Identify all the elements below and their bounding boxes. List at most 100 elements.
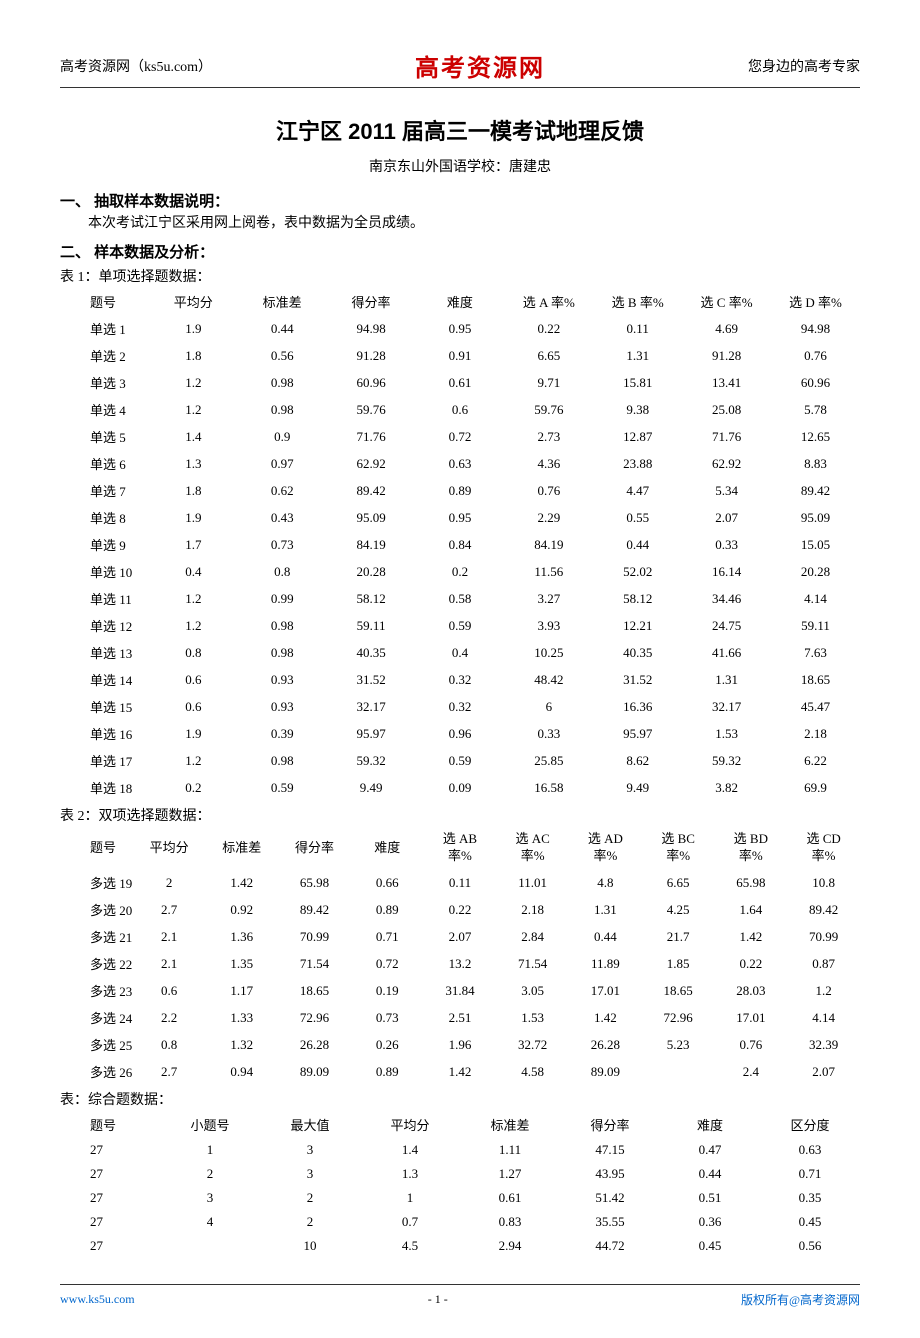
- cell: 0.39: [238, 720, 327, 747]
- cell: 2.07: [682, 504, 771, 531]
- cell: 11.56: [504, 558, 593, 585]
- col-header: 平均分: [133, 827, 206, 869]
- cell: 0.72: [351, 950, 424, 977]
- cell: 0.98: [238, 396, 327, 423]
- cell: 2.51: [424, 1004, 497, 1031]
- cell: 27: [60, 1138, 160, 1162]
- cell: 0.58: [416, 585, 505, 612]
- cell: 0.71: [351, 923, 424, 950]
- cell: 2.18: [496, 896, 569, 923]
- cell: 84.19: [504, 531, 593, 558]
- cell: 0.22: [714, 950, 787, 977]
- cell: 0.98: [238, 747, 327, 774]
- table-row: 27420.70.8335.550.360.45: [60, 1210, 860, 1234]
- cell: 3.05: [496, 977, 569, 1004]
- cell: 1.85: [642, 950, 715, 977]
- cell: 2: [160, 1162, 260, 1186]
- cell: 52.02: [593, 558, 682, 585]
- cell: 单选 12: [60, 612, 149, 639]
- cell: 1.4: [360, 1138, 460, 1162]
- cell: 71.54: [496, 950, 569, 977]
- table-row: 单选 121.20.9859.110.593.9312.2124.7559.11: [60, 612, 860, 639]
- cell: 27: [60, 1234, 160, 1258]
- table-row: 单选 180.20.599.490.0916.589.493.8269.9: [60, 774, 860, 801]
- cell: 89.09: [569, 1058, 642, 1085]
- table-row: 多选 212.11.3670.990.712.072.840.4421.71.4…: [60, 923, 860, 950]
- table-row: 单选 130.80.9840.350.410.2540.3541.667.63: [60, 639, 860, 666]
- cell: 84.19: [327, 531, 416, 558]
- cell: 2.1: [133, 923, 206, 950]
- table-row: 单选 11.90.4494.980.950.220.114.6994.98: [60, 315, 860, 342]
- document-subtitle: 南京东山外国语学校：唐建忠: [60, 156, 860, 176]
- cell: 1.96: [424, 1031, 497, 1058]
- table-row: 273210.6151.420.510.35: [60, 1186, 860, 1210]
- col-header: 选 AB率%: [424, 827, 497, 869]
- table-comprehensive: 题号小题号最大值平均分标准差得分率难度区分度 27131.41.1147.150…: [60, 1111, 860, 1258]
- cell: 3.93: [504, 612, 593, 639]
- col-header: 平均分: [360, 1111, 460, 1138]
- cell: 2.07: [787, 1058, 860, 1085]
- col-header: 得分率: [327, 288, 416, 315]
- col-header: 选 CD率%: [787, 827, 860, 869]
- cell: 71.76: [327, 423, 416, 450]
- cell: 0.8: [149, 639, 238, 666]
- col-header: 平均分: [149, 288, 238, 315]
- cell: 0.33: [682, 531, 771, 558]
- cell: 0.44: [238, 315, 327, 342]
- cell: 3: [260, 1138, 360, 1162]
- col-header: 选 AC率%: [496, 827, 569, 869]
- cell: 60.96: [327, 369, 416, 396]
- cell: 15.81: [593, 369, 682, 396]
- table-row: 单选 91.70.7384.190.8484.190.440.3315.05: [60, 531, 860, 558]
- cell: 0.51: [660, 1186, 760, 1210]
- cell: 1.42: [714, 923, 787, 950]
- table-row: 27231.31.2743.950.440.71: [60, 1162, 860, 1186]
- cell: 89.42: [278, 896, 351, 923]
- cell: 4.14: [771, 585, 860, 612]
- cell: 0.8: [133, 1031, 206, 1058]
- cell: 5.78: [771, 396, 860, 423]
- cell: 0.44: [660, 1162, 760, 1186]
- cell: 单选 16: [60, 720, 149, 747]
- cell: 0.26: [351, 1031, 424, 1058]
- cell: 27: [60, 1162, 160, 1186]
- table-row: 单选 41.20.9859.760.659.769.3825.085.78: [60, 396, 860, 423]
- cell: 0.11: [424, 869, 497, 896]
- cell: 0.83: [460, 1210, 560, 1234]
- cell: 95.97: [593, 720, 682, 747]
- table-row: 多选 250.81.3226.280.261.9632.7226.285.230…: [60, 1031, 860, 1058]
- cell: 1.3: [360, 1162, 460, 1186]
- table-row: 多选 262.70.9489.090.891.424.5889.092.42.0…: [60, 1058, 860, 1085]
- cell: 18.65: [642, 977, 715, 1004]
- cell: 0.35: [760, 1186, 860, 1210]
- table-row: 单选 161.90.3995.970.960.3395.971.532.18: [60, 720, 860, 747]
- cell: 1.36: [205, 923, 278, 950]
- cell: 1.7: [149, 531, 238, 558]
- col-header: 区分度: [760, 1111, 860, 1138]
- cell: 0.87: [787, 950, 860, 977]
- section-2-heading: 二、 样本数据及分析：: [60, 241, 860, 262]
- cell: 69.9: [771, 774, 860, 801]
- cell: 0.98: [238, 369, 327, 396]
- cell: 2.18: [771, 720, 860, 747]
- col-header: 选 B 率%: [593, 288, 682, 315]
- cell: 3: [160, 1186, 260, 1210]
- cell: 0.61: [416, 369, 505, 396]
- table-row: 多选 230.61.1718.650.1931.843.0517.0118.65…: [60, 977, 860, 1004]
- cell: 89.42: [787, 896, 860, 923]
- section-1-text: 本次考试江宁区采用网上阅卷，表中数据为全员成绩。: [88, 213, 860, 235]
- cell: 2: [260, 1186, 360, 1210]
- col-header: 选 AD率%: [569, 827, 642, 869]
- cell: 2.94: [460, 1234, 560, 1258]
- cell: 72.96: [642, 1004, 715, 1031]
- col-header: 小题号: [160, 1111, 260, 1138]
- cell: 0.99: [238, 585, 327, 612]
- cell: 4: [160, 1210, 260, 1234]
- cell: 62.92: [682, 450, 771, 477]
- table-multi-choice: 题号平均分标准差得分率难度选 AB率%选 AC率%选 AD率%选 BC率%选 B…: [60, 827, 860, 1085]
- cell: 32.17: [682, 693, 771, 720]
- cell: 13.2: [424, 950, 497, 977]
- cell: 单选 7: [60, 477, 149, 504]
- cell: 26.28: [569, 1031, 642, 1058]
- cell: 70.99: [787, 923, 860, 950]
